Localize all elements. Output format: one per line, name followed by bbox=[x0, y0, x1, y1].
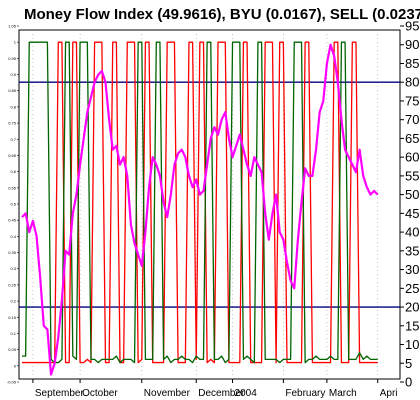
right-tick-label: 35 bbox=[405, 243, 419, 258]
right-tick-label: 45 bbox=[405, 206, 419, 221]
left-tick-label: 0.6 bbox=[10, 169, 16, 174]
left-tick-label: 0.2 bbox=[10, 299, 16, 304]
left-tick-label: 0.05 bbox=[8, 347, 17, 352]
right-tick-label: 90 bbox=[405, 37, 419, 52]
left-tick-label: 0.15 bbox=[8, 315, 17, 320]
left-tick-label: 0.45 bbox=[8, 218, 17, 223]
right-tick-label: 60 bbox=[405, 150, 419, 165]
x-tick-label: March bbox=[329, 388, 357, 399]
left-tick-label: 0.35 bbox=[8, 250, 17, 255]
sell-series-line bbox=[22, 41, 378, 364]
series-layer bbox=[21, 41, 379, 376]
left-tick-label: 0.9 bbox=[10, 72, 16, 77]
left-tick-label: 0 bbox=[14, 363, 17, 368]
plot-area bbox=[18, 29, 401, 380]
left-tick-label: 0.5 bbox=[10, 202, 16, 207]
right-tick-label: 30 bbox=[405, 262, 419, 277]
x-tick-label: October bbox=[82, 388, 118, 399]
left-tick-label: -0.05 bbox=[7, 380, 17, 385]
left-tick-label: 0.8 bbox=[10, 104, 16, 109]
right-tick-label: 80 bbox=[405, 75, 419, 90]
left-tick-label: 1.05 bbox=[8, 24, 17, 29]
right-tick-label: 20 bbox=[405, 300, 419, 315]
right-tick-label: 70 bbox=[405, 112, 419, 127]
left-tick-label: 0.25 bbox=[8, 282, 17, 287]
reference-lines bbox=[19, 81, 400, 308]
chart-title: Money Flow Index (49.9616), BYU (0.0167)… bbox=[24, 6, 420, 23]
left-tick-label: 0.4 bbox=[10, 234, 16, 239]
left-tick-label: 0.85 bbox=[8, 88, 17, 93]
right-tick-label: 5 bbox=[405, 356, 412, 371]
x-tick-label: December bbox=[198, 388, 245, 399]
mfi-series-line bbox=[21, 43, 379, 376]
x-tick-label: November bbox=[144, 388, 191, 399]
right-tick-label: 55 bbox=[405, 168, 419, 183]
left-tick-label: 0.75 bbox=[8, 121, 17, 126]
right-tick-label: 10 bbox=[405, 337, 419, 352]
right-tick-label: 75 bbox=[405, 93, 419, 108]
right-tick-label: 25 bbox=[405, 281, 419, 296]
left-axis: -0.05 0 0.05 0.1 0.15 0.2 0.25 0.3 0.35 0.4 0.45 0.… bbox=[7, 24, 19, 385]
left-tick-label: 0.7 bbox=[10, 137, 16, 142]
right-tick-label: 0 bbox=[405, 375, 412, 390]
right-tick-label: 95 bbox=[405, 19, 419, 34]
buy-series-line bbox=[22, 41, 378, 364]
x-tick-label: February bbox=[285, 388, 325, 399]
x-tick-label: September bbox=[35, 388, 85, 399]
left-tick-label: 0.55 bbox=[8, 185, 17, 190]
right-tick-label: 15 bbox=[405, 318, 419, 333]
left-tick-label: 0.1 bbox=[10, 331, 16, 336]
right-tick-label: 50 bbox=[405, 187, 419, 202]
right-tick-label: 85 bbox=[405, 56, 419, 71]
right-tick-label: 40 bbox=[405, 225, 419, 240]
x-tick-label: 2004 bbox=[235, 388, 258, 399]
x-tick-label: Apri bbox=[380, 388, 398, 399]
right-axis: 0 5 10 15 20 25 30 35 40 45 50 55 60 65 70 75 80 85 90 95 bbox=[400, 19, 419, 390]
left-tick-label: 0.95 bbox=[8, 56, 17, 61]
right-tick-label: 65 bbox=[405, 131, 419, 146]
left-tick-label: 0.3 bbox=[10, 266, 16, 271]
left-tick-label: 0.65 bbox=[8, 153, 17, 158]
left-tick-label: 1 bbox=[14, 40, 17, 45]
